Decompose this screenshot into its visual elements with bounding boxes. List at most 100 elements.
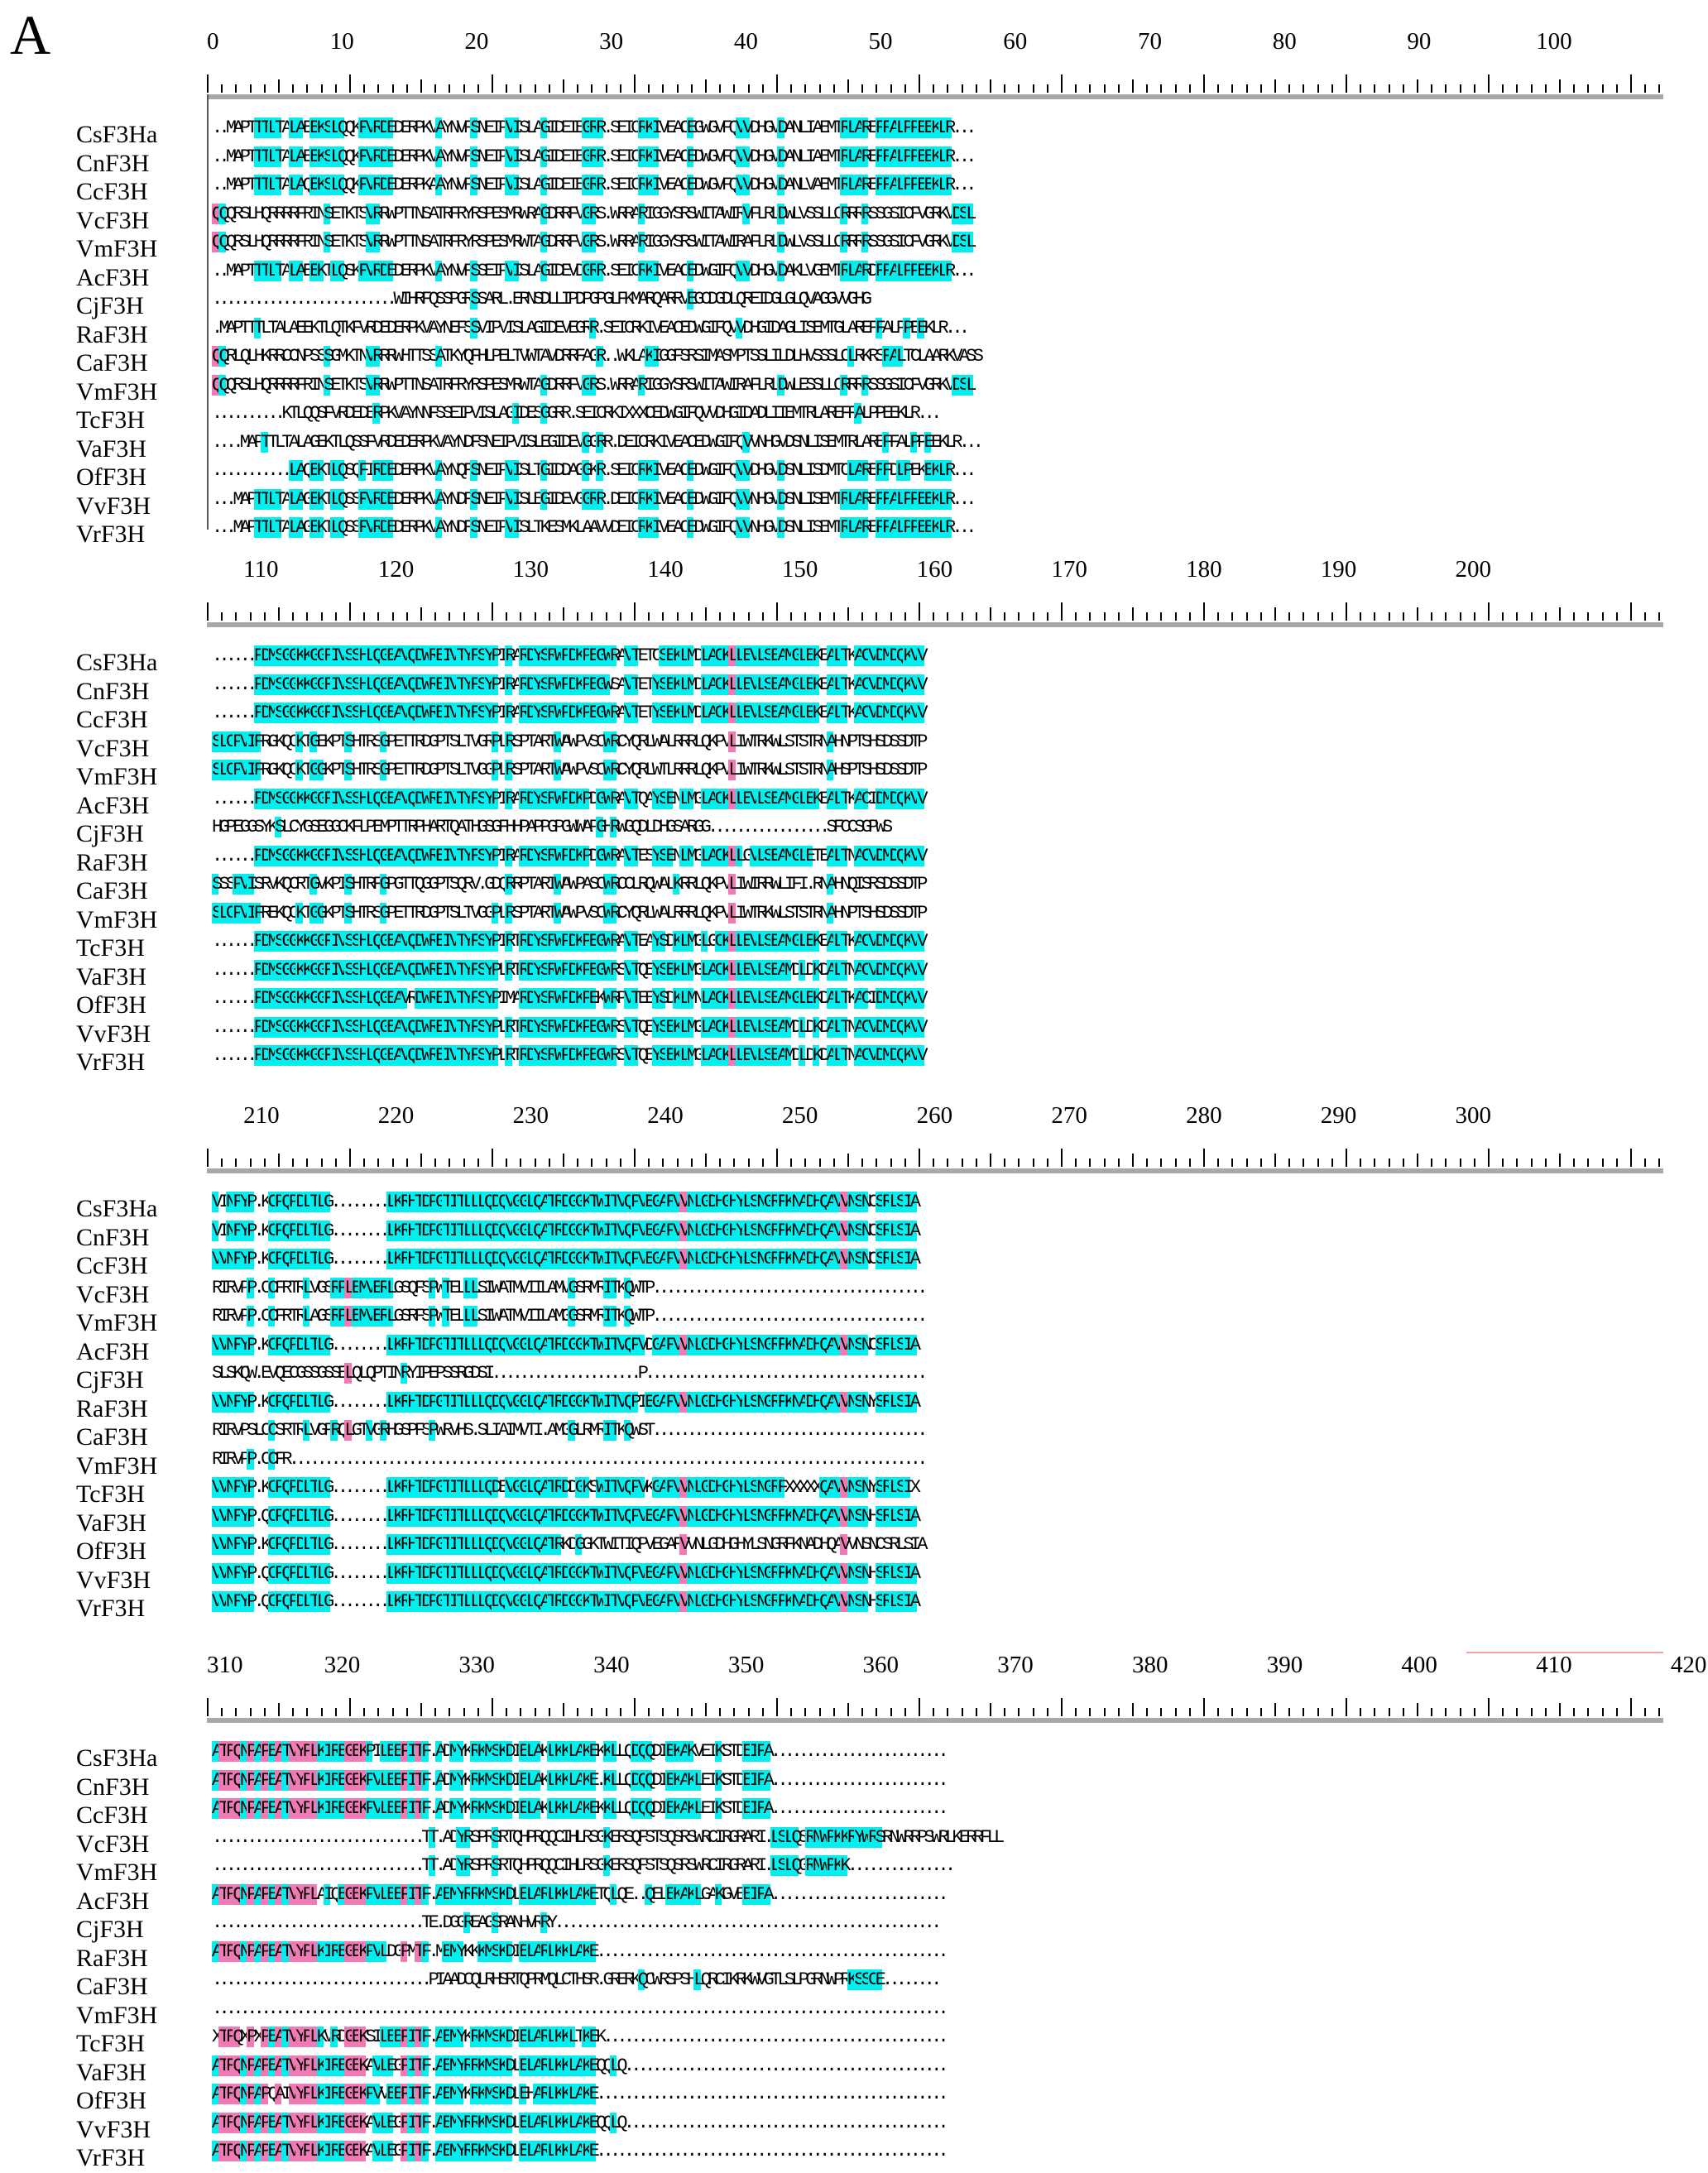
ruler-minor-tick xyxy=(1217,1158,1220,1167)
species-label: VcF3H xyxy=(76,206,150,234)
ruler-baseline xyxy=(207,1718,1663,1723)
ruler-minor-tick xyxy=(619,1158,621,1167)
ruler-label: 330 xyxy=(458,1652,495,1678)
ruler-major-tick xyxy=(1061,74,1063,93)
ruler-minor-tick xyxy=(1473,84,1475,93)
ruler-minor-tick xyxy=(1502,1708,1504,1716)
species-label: VcF3H xyxy=(76,734,150,762)
ruler-minor-tick xyxy=(605,1158,607,1167)
ruler-minor-tick xyxy=(1459,1158,1461,1167)
ruler-minor-tick xyxy=(449,612,451,621)
position-ruler: 110 120 130 140 150 160 170 180 190 200 xyxy=(207,556,1663,647)
ruler-minor-tick xyxy=(1046,1708,1048,1716)
sequence-row: ......FDMSGGKKGGFIVSSHLQGEAVQDWREIVTYFSY… xyxy=(212,931,928,952)
ruler-minor-tick xyxy=(1245,612,1248,621)
ruler-minor-tick xyxy=(1174,1158,1177,1167)
ruler-major-tick xyxy=(492,74,493,93)
ruler-minor-tick xyxy=(818,84,821,93)
ruler-major-tick xyxy=(1488,1149,1490,1167)
ruler-minor-tick xyxy=(434,1708,437,1716)
ruler-minor-tick xyxy=(1089,1158,1091,1167)
ruler-minor-tick xyxy=(1132,607,1134,621)
ruler-minor-tick xyxy=(1388,84,1390,93)
ruler-minor-tick xyxy=(520,612,522,621)
ruler-minor-tick xyxy=(534,1158,536,1167)
species-label: VmF3H xyxy=(76,1859,158,1886)
ruler-minor-tick xyxy=(1117,84,1120,93)
ruler-minor-tick xyxy=(591,84,593,93)
ruler-minor-tick xyxy=(506,612,508,621)
ruler-minor-tick xyxy=(563,1154,564,1167)
species-labels: CsF3Ha CnF3H CcF3H VcF3H VmF3H AcF3H CjF3H RaF3… xyxy=(76,649,217,1077)
sequence-row: ..............................TE.DGGREAG… xyxy=(212,1912,943,1933)
ruler-minor-tick xyxy=(904,612,906,621)
ruler-minor-tick xyxy=(1117,1708,1120,1716)
ruler-minor-tick xyxy=(1174,1708,1177,1716)
ruler-minor-tick xyxy=(1245,1158,1248,1167)
species-labels: CsF3Ha CnF3H CcF3H VcF3H VmF3H AcF3H CjF3H RaF3… xyxy=(76,1744,217,2173)
ruler-minor-tick xyxy=(1259,84,1262,93)
ruler-major-tick xyxy=(776,74,778,93)
species-label: VmF3H xyxy=(76,377,158,405)
ruler-minor-tick xyxy=(847,1703,849,1716)
ruler-minor-tick xyxy=(1018,1708,1020,1716)
ruler-minor-tick xyxy=(832,84,835,93)
ruler-minor-tick xyxy=(1103,1708,1106,1716)
ruler-minor-tick xyxy=(1559,79,1561,93)
ruler-minor-tick xyxy=(1601,84,1604,93)
sequence-row: RIRVPP.CCFR.............................… xyxy=(212,1448,928,1470)
species-label: TcF3H xyxy=(76,2030,145,2057)
ruler-label: 270 xyxy=(1051,1102,1087,1129)
ruler-minor-tick xyxy=(377,84,380,93)
ruler-minor-tick xyxy=(1288,84,1291,93)
species-label: VvF3H xyxy=(76,492,151,520)
ruler-minor-tick xyxy=(1658,612,1661,621)
sequence-row: ...MAPTTLTALAGEKTLQSSFVRDEDERPKVAYNDFSNE… xyxy=(212,517,977,538)
ruler-minor-tick xyxy=(1601,612,1604,621)
species-label: AcF3H xyxy=(76,791,150,819)
ruler-minor-tick xyxy=(676,84,679,93)
ruler-minor-tick xyxy=(619,612,621,621)
ruler-minor-tick xyxy=(306,1708,309,1716)
ruler-minor-tick xyxy=(1317,612,1319,621)
ruler-minor-tick xyxy=(1317,1708,1319,1716)
ruler-minor-tick xyxy=(676,1708,679,1716)
ruler-minor-tick xyxy=(391,1708,394,1716)
sequence-row: ......FDMSGGKKGGFIVSSHLQGEAVQDWREIVTYFSY… xyxy=(212,788,928,809)
ruler-minor-tick xyxy=(947,84,949,93)
ruler-minor-tick xyxy=(391,612,394,621)
sequence-row: ..MAPTTTLTALAEEKTLQSKFVRDEDERPKVAYNVFSSE… xyxy=(212,260,977,281)
ruler-label: 360 xyxy=(862,1652,900,1678)
ruler-minor-tick xyxy=(1046,84,1048,93)
ruler-minor-tick xyxy=(818,612,821,621)
sequence-row: ...........LAQEKTLQSQFIRDEDERPKVAYNQFSNE… xyxy=(212,460,977,481)
ruler-minor-tick xyxy=(1160,1708,1163,1716)
ruler-minor-tick xyxy=(306,84,309,93)
ruler-minor-tick xyxy=(1544,612,1547,621)
ruler-minor-tick xyxy=(377,1158,380,1167)
sequence-row: ......FDMSGGKKGGFIVSSHLQGEAVRDWREIVTYFSY… xyxy=(212,988,928,1009)
species-label: VrF3H xyxy=(76,1595,146,1622)
ruler-minor-tick xyxy=(249,84,252,93)
species-label: VmF3H xyxy=(76,1309,158,1336)
ruler-minor-tick xyxy=(1402,1158,1404,1167)
ruler-minor-tick xyxy=(961,1708,963,1716)
ruler-minor-tick xyxy=(1303,612,1305,621)
ruler-minor-tick xyxy=(477,84,479,93)
ruler-minor-tick xyxy=(990,1154,991,1167)
ruler-minor-tick xyxy=(676,612,679,621)
ruler-minor-tick xyxy=(577,1158,579,1167)
sequence-row: ....MAPTTLTALAGEKTLQSSFVRDEDERPKVAYNDFSN… xyxy=(212,431,984,453)
ruler-minor-tick xyxy=(263,612,266,621)
ruler-minor-tick xyxy=(1473,1158,1475,1167)
ruler-minor-tick xyxy=(420,79,422,93)
sequence-row: QQRLQLHKRRCCNPSSSGMKTNVRRRWHTTSSATKYQFHL… xyxy=(212,346,984,367)
ruler-minor-tick xyxy=(975,1708,977,1716)
ruler-minor-tick xyxy=(1388,1158,1390,1167)
species-label: CnF3H xyxy=(76,149,150,177)
ruler-minor-tick xyxy=(563,607,564,621)
sequence-row: ...MAPTTLTALAGEKTLQSSFVRDEDERPKVAYNDFSNE… xyxy=(212,488,977,510)
ruler-minor-tick xyxy=(1544,1708,1547,1716)
sequence-row: ......FDMSGGKKGGFIVSSHLQGEAVQDWREIVTYFSY… xyxy=(212,674,928,695)
ruler-minor-tick xyxy=(420,1703,422,1716)
